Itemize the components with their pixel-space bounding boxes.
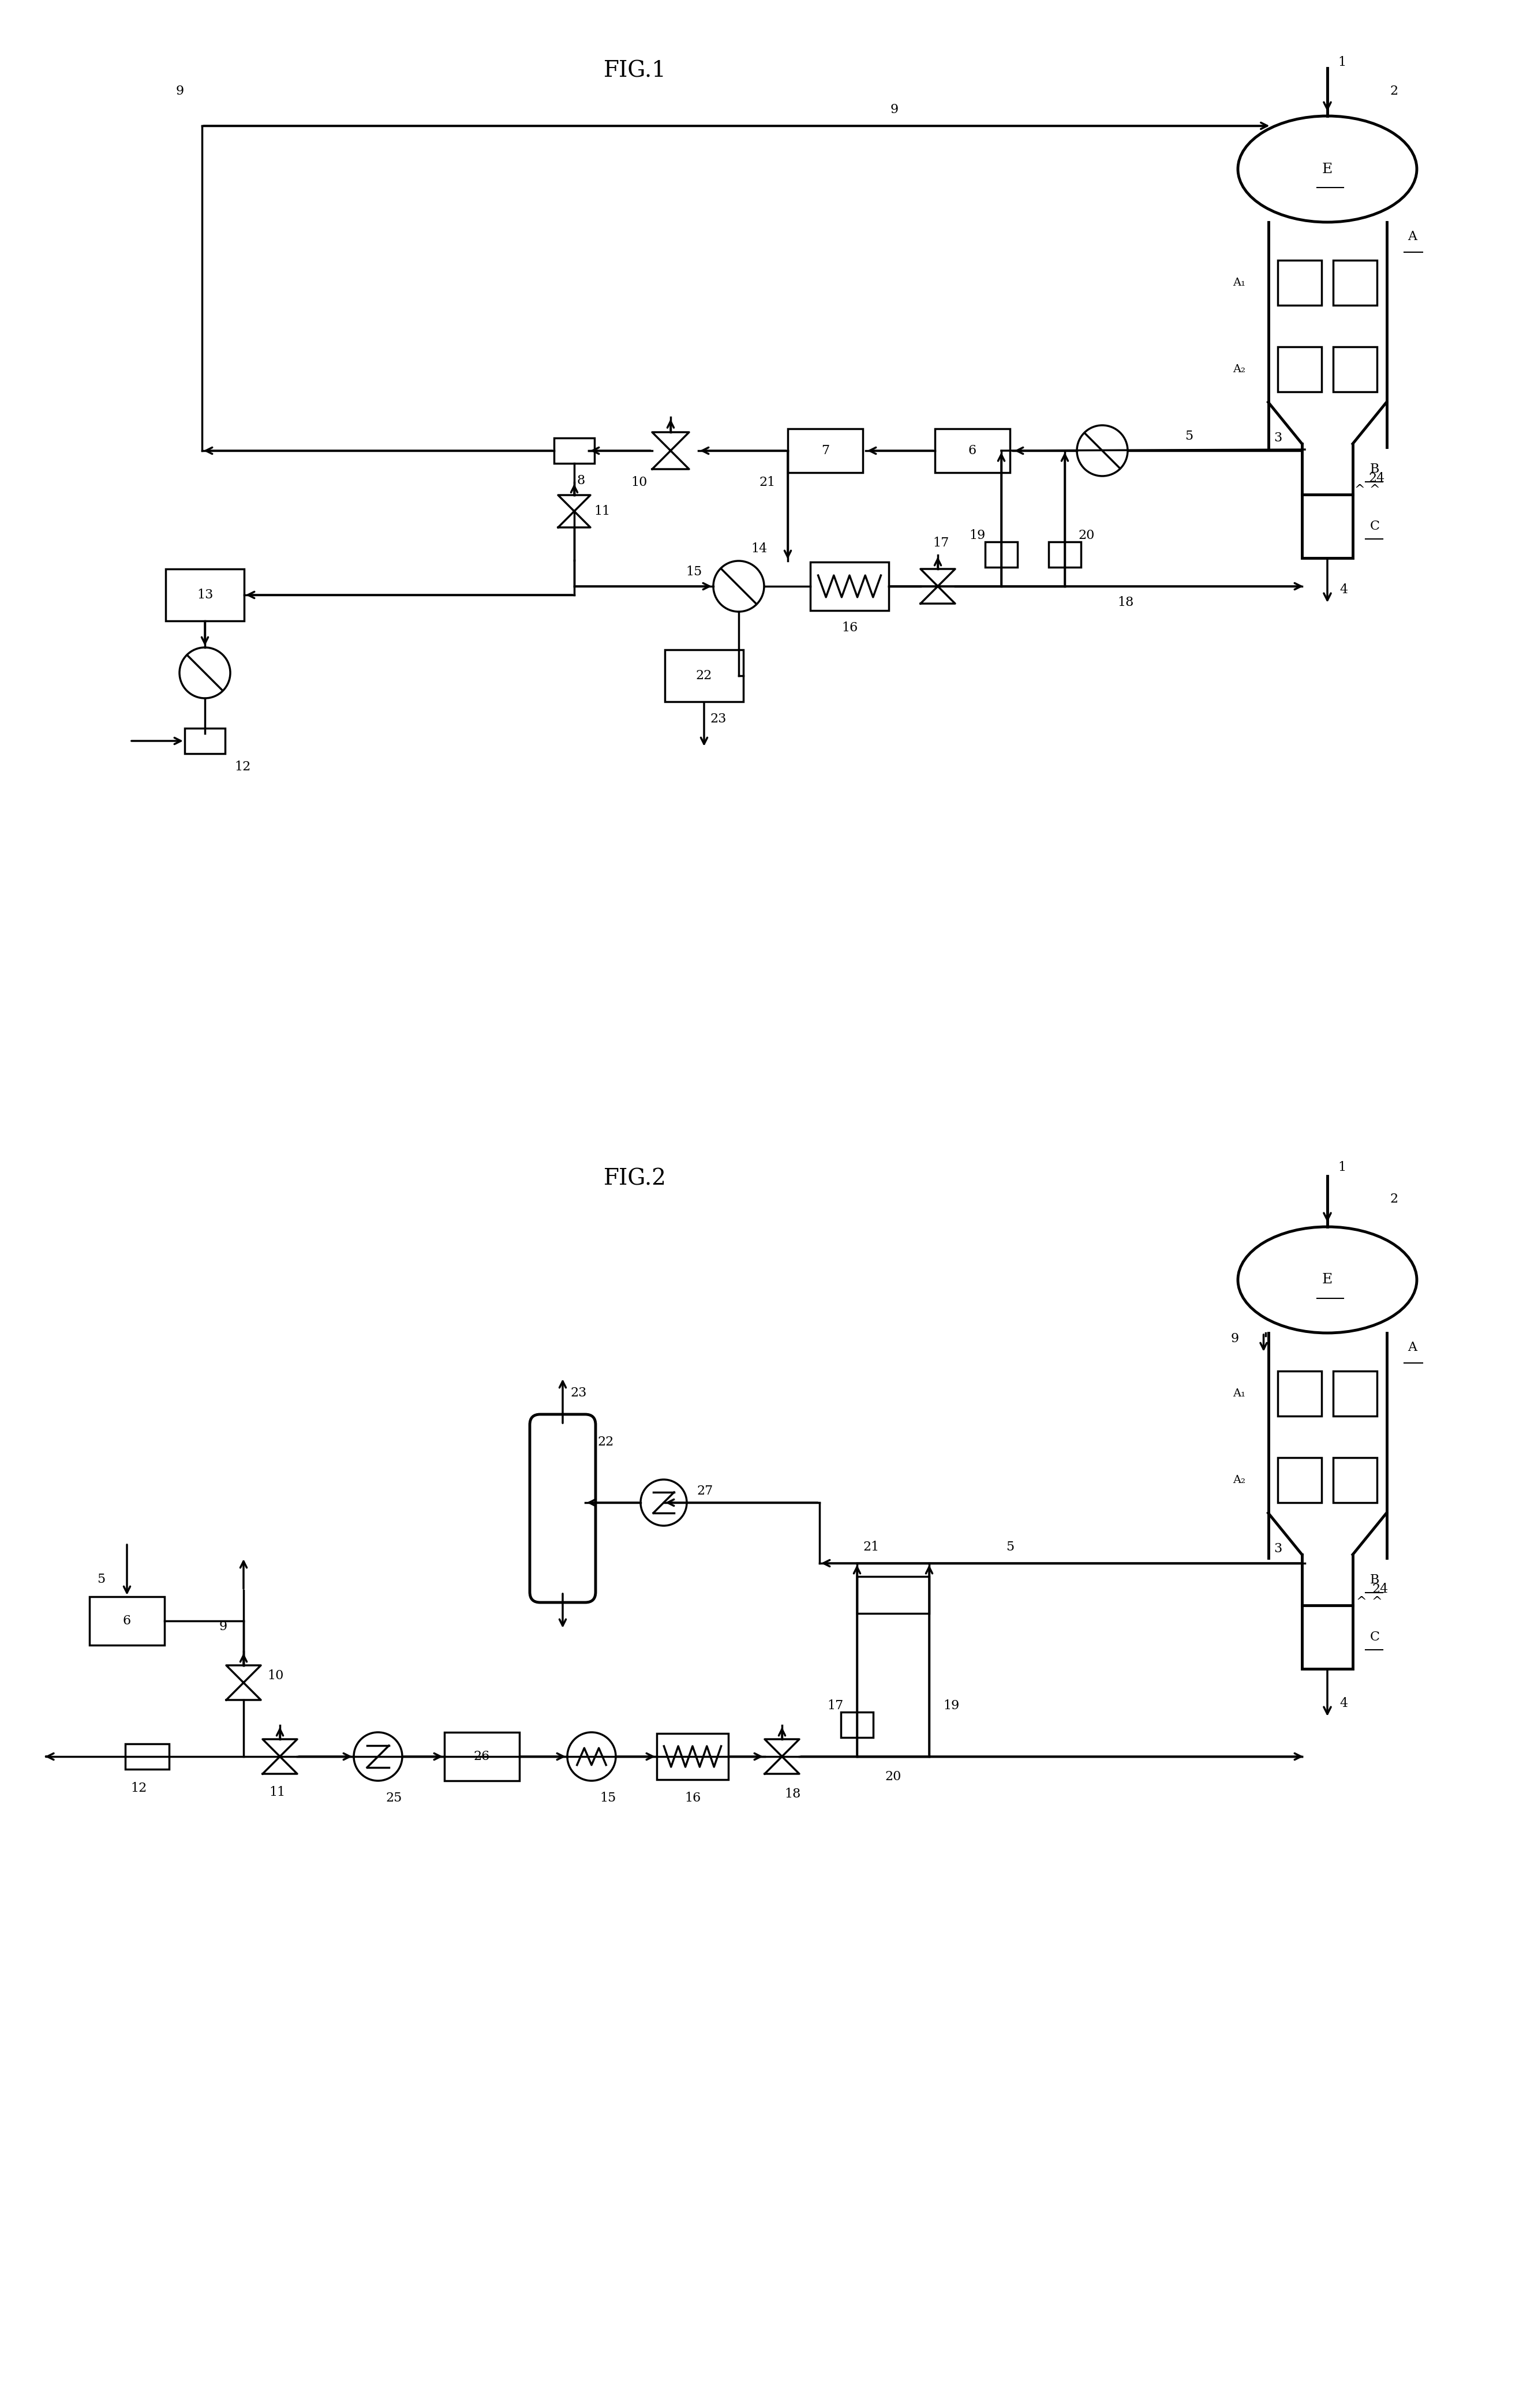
Text: ^: ^ — [1355, 484, 1366, 496]
Bar — [1278, 1370, 1321, 1416]
Text: 15: 15 — [600, 1792, 615, 1804]
Text: 20: 20 — [1078, 530, 1095, 542]
Text: 25: 25 — [386, 1792, 403, 1804]
Bar — [811, 561, 889, 612]
Text: 10: 10 — [631, 477, 647, 489]
Text: 12: 12 — [234, 761, 251, 773]
Text: A₁: A₁ — [1233, 1389, 1246, 1399]
Bar — [1333, 260, 1377, 306]
Text: 24: 24 — [1372, 1582, 1389, 1597]
Text: C: C — [1370, 520, 1380, 532]
Text: B: B — [1370, 1572, 1380, 1587]
Text: 2: 2 — [1390, 84, 1398, 96]
Text: 1: 1 — [1338, 1161, 1346, 1173]
Text: 1: 1 — [1338, 55, 1346, 70]
Text: 8: 8 — [577, 474, 586, 486]
Bar — [1333, 1457, 1377, 1503]
Text: 5: 5 — [1184, 431, 1193, 443]
Text: 23: 23 — [711, 713, 726, 725]
Text: FIG.1: FIG.1 — [603, 60, 666, 82]
Bar — [986, 542, 1018, 568]
Text: A: A — [1407, 231, 1416, 243]
Bar — [841, 1712, 874, 1739]
Text: 22: 22 — [598, 1435, 614, 1447]
Text: 13: 13 — [197, 588, 214, 602]
Bar — [1278, 347, 1321, 393]
Text: 15: 15 — [686, 566, 701, 578]
Bar — [1303, 494, 1353, 559]
Text: 19: 19 — [969, 530, 986, 542]
Text: E: E — [1323, 161, 1332, 176]
Text: 6: 6 — [969, 445, 977, 458]
Bar — [1333, 1370, 1377, 1416]
Text: 5: 5 — [1006, 1541, 1014, 1553]
Bar — [89, 1597, 165, 1645]
Text: A₂: A₂ — [1233, 364, 1246, 376]
Text: FIG.2: FIG.2 — [603, 1168, 666, 1190]
Bar — [444, 1731, 520, 1782]
Bar — [554, 438, 594, 462]
Text: ^: ^ — [1357, 1597, 1367, 1609]
Text: 21: 21 — [863, 1541, 880, 1553]
Text: ^: ^ — [1372, 1597, 1383, 1609]
Text: 19: 19 — [943, 1700, 960, 1712]
Text: 9: 9 — [220, 1621, 228, 1633]
Bar — [857, 1577, 929, 1613]
Text: 26: 26 — [474, 1751, 491, 1763]
Bar — [1303, 1606, 1353, 1669]
Bar — [1278, 260, 1321, 306]
Text: 3: 3 — [1273, 431, 1281, 445]
Text: E: E — [1323, 1274, 1332, 1286]
Text: 24: 24 — [1369, 472, 1386, 484]
Bar — [1333, 347, 1377, 393]
Text: 27: 27 — [697, 1486, 714, 1498]
Bar — [657, 1734, 729, 1780]
Text: 20: 20 — [884, 1770, 901, 1782]
Text: 22: 22 — [695, 669, 712, 681]
Text: 14: 14 — [751, 542, 767, 556]
Text: 11: 11 — [594, 506, 611, 518]
Text: 12: 12 — [131, 1782, 146, 1794]
Bar — [935, 429, 1010, 472]
Bar — [664, 650, 743, 701]
Text: 23: 23 — [571, 1387, 588, 1399]
Text: 6: 6 — [123, 1616, 131, 1628]
Text: 18: 18 — [1117, 597, 1134, 609]
Bar — [1278, 1457, 1321, 1503]
Text: 11: 11 — [269, 1787, 285, 1799]
Text: A₂: A₂ — [1233, 1476, 1246, 1486]
Text: 9: 9 — [1230, 1332, 1238, 1346]
Text: 5: 5 — [97, 1572, 105, 1587]
Text: 10: 10 — [268, 1669, 283, 1683]
Text: 21: 21 — [760, 477, 775, 489]
Text: 17: 17 — [932, 537, 949, 549]
Bar — [166, 568, 245, 621]
Text: ^: ^ — [1369, 484, 1380, 496]
Text: C: C — [1370, 1630, 1380, 1642]
Text: 7: 7 — [821, 445, 829, 458]
Text: 17: 17 — [827, 1700, 843, 1712]
Text: 16: 16 — [841, 621, 858, 633]
Text: 4: 4 — [1340, 583, 1347, 597]
Bar — [787, 429, 863, 472]
Bar — [1049, 542, 1081, 568]
Text: 16: 16 — [684, 1792, 701, 1804]
Text: A: A — [1407, 1341, 1416, 1353]
Text: B: B — [1370, 462, 1380, 474]
Bar — [185, 727, 225, 754]
Text: A₁: A₁ — [1233, 277, 1246, 289]
Bar — [125, 1743, 169, 1770]
Text: 9: 9 — [175, 84, 185, 96]
Text: 9: 9 — [891, 104, 898, 116]
Text: 18: 18 — [784, 1787, 801, 1801]
Text: 2: 2 — [1390, 1192, 1398, 1206]
Text: 4: 4 — [1340, 1698, 1347, 1710]
Text: 3: 3 — [1273, 1544, 1281, 1556]
